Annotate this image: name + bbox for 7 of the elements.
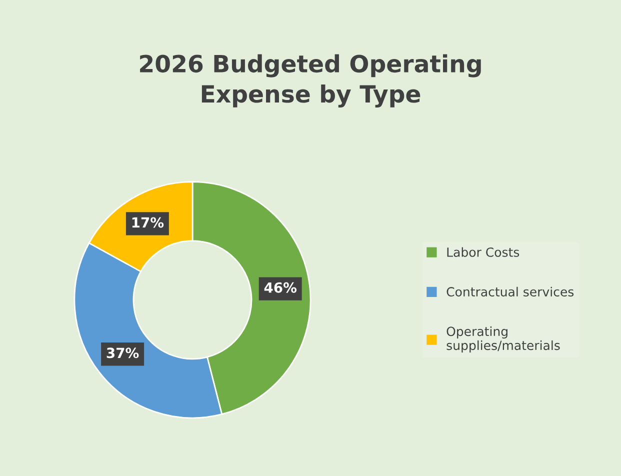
legend-label: Contractual services <box>446 286 574 297</box>
legend-label: Labor Costs <box>447 247 520 257</box>
legend-label: Operating supplies/materials <box>446 326 560 353</box>
data-label: 17% <box>132 217 164 228</box>
data-label: 46% <box>264 282 297 293</box>
data-label: 37% <box>106 348 139 358</box>
chart-title: 2026 Budgeted Operating Expense by Type <box>140 54 481 108</box>
